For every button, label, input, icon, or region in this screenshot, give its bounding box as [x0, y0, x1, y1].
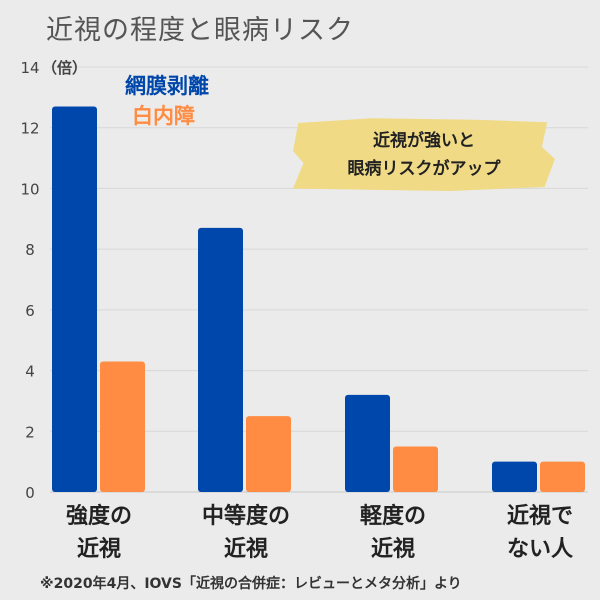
- banner-line-2: 眼病リスクがアップ: [347, 159, 501, 179]
- bar-cataract: [246, 416, 291, 492]
- category-line: 近視で: [506, 504, 573, 529]
- category-line: ない人: [506, 537, 573, 562]
- bar-retinal-detachment: [52, 106, 97, 492]
- bar-cataract: [540, 461, 585, 492]
- category-line: 近視: [76, 537, 121, 562]
- category-line: 強度の: [65, 504, 132, 529]
- y-tick-label: 8: [25, 241, 35, 259]
- y-tick-label: 6: [25, 302, 35, 320]
- y-axis-unit: （倍）: [42, 59, 87, 77]
- legend-retinal-detachment: 網膜剥離: [125, 74, 209, 98]
- bar-retinal-detachment: [492, 461, 537, 492]
- category-line: 軽度の: [359, 504, 426, 529]
- bar-cataract: [393, 446, 438, 492]
- category-line: 近視: [223, 537, 268, 562]
- bar-retinal-detachment: [345, 394, 390, 492]
- y-tick-label: 0: [25, 484, 35, 502]
- y-tick-label: 4: [25, 363, 35, 381]
- category-label: 強度の 近視: [29, 500, 169, 566]
- category-label: 近視で ない人: [470, 500, 600, 566]
- category-label: 中等度の 近視: [176, 500, 316, 566]
- y-tick-label: 2: [25, 423, 35, 441]
- banner-line-1: 近視が強いと: [373, 131, 475, 151]
- category-line: 近視: [370, 537, 415, 562]
- legend-cataract: 白内障: [132, 104, 195, 128]
- y-tick-label: 12: [20, 120, 39, 138]
- bar-retinal-detachment: [198, 227, 243, 492]
- y-tick-label: 14: [20, 59, 39, 77]
- callout-banner: 近視が強いと 眼病リスクがアップ: [293, 118, 555, 191]
- category-line: 中等度の: [201, 504, 290, 529]
- source-note: ※2020年4月、IOVS「近視の合併症：レビューとメタ分析」より: [40, 576, 462, 592]
- category-label: 軽度の 近視: [323, 500, 463, 566]
- y-tick-label: 10: [20, 180, 39, 198]
- page-title: 近視の程度と眼病リスク: [46, 15, 354, 46]
- bar-cataract: [100, 361, 145, 492]
